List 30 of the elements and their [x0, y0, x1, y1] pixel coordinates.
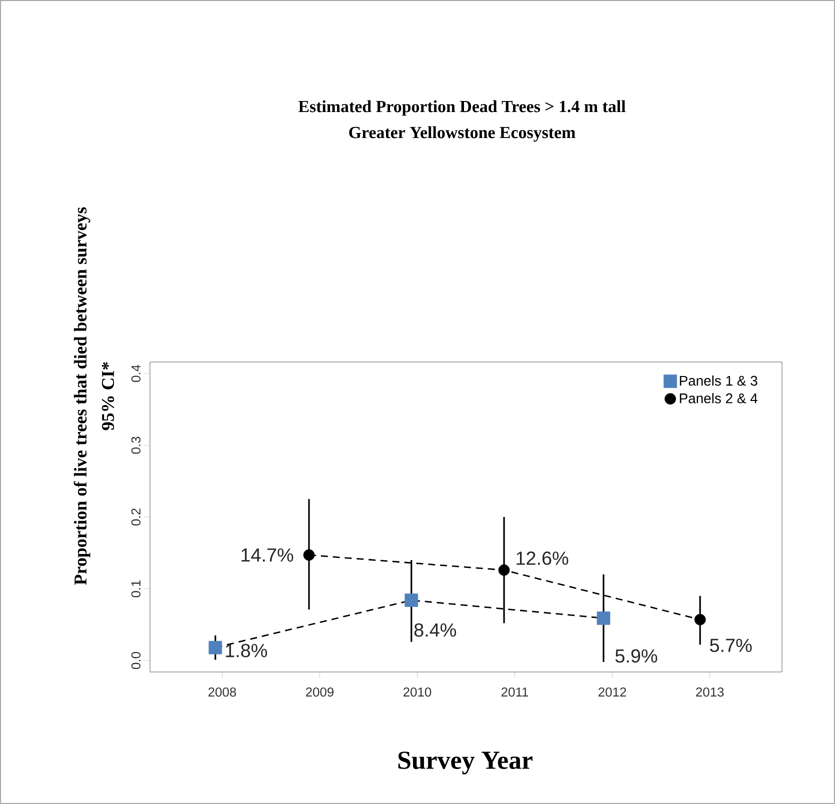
x-tick-label: 2011 [502, 687, 528, 697]
point [498, 564, 510, 576]
legend-label: Panels 2 & 4 [680, 393, 758, 404]
legend-label: Panels 1 & 3 [680, 375, 758, 386]
data-label: 8.4% [414, 623, 456, 637]
chart-subtitle: Greater Yellowstone Ecosystem [349, 126, 576, 142]
y-tick-label: 0.3 [131, 436, 141, 454]
y-tick-label: 0.0 [131, 652, 141, 670]
data-label: 1.8% [226, 644, 267, 658]
chart-title: Estimated Proportion Dead Trees > 1.4 m tall [298, 100, 626, 116]
point [208, 640, 222, 654]
data-label: 5.9% [615, 649, 658, 663]
x-tick-label: 2008 [208, 687, 236, 697]
data-label: 12.6% [516, 552, 568, 565]
text: 95% CI* [102, 362, 114, 430]
point [404, 594, 418, 607]
data-label: 14.7% [242, 548, 294, 562]
data-label: 5.7% [710, 638, 752, 652]
y-tick-label: 0.1 [131, 580, 141, 598]
point [596, 611, 610, 625]
point [694, 614, 706, 626]
x-tick-label: 2013 [696, 687, 724, 697]
y-tick-label: 0.2 [131, 508, 141, 526]
x-tick-label: 2010 [403, 687, 432, 697]
y-tick-label: 0.4 [131, 364, 141, 382]
point [303, 549, 315, 561]
y-axis-title: Proportion of live trees that died between surveys [74, 207, 90, 585]
x-tick-label: 2012 [598, 687, 626, 697]
x-tick-label: 2009 [306, 687, 334, 697]
x-axis-title: Survey Year [398, 752, 532, 774]
